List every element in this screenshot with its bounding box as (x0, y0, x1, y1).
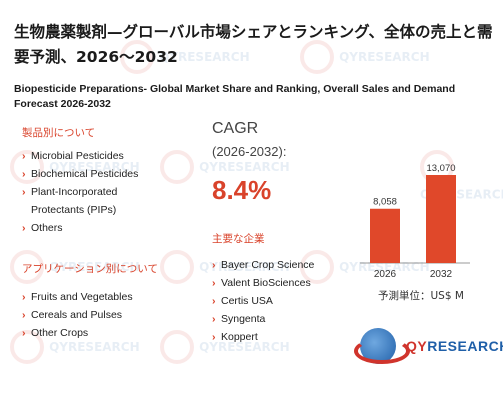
category-label-2026: 2026 (374, 269, 397, 280)
companies-list: Bayer Crop Science Valent BioSciences Ce… (212, 256, 314, 346)
chart-svg: 8,058 2026 13,070 2032 (360, 163, 470, 280)
page-title-en: Biopesticide Preparations- Global Market… (14, 83, 456, 110)
list-item: Microbial Pesticides (22, 147, 138, 165)
list-item: Cereals and Pulses (22, 306, 133, 324)
list-item: Fruits and Vegetables (22, 288, 133, 306)
companies-section-heading: 主要な企業 (212, 233, 265, 245)
list-item: Biochemical Pesticides (22, 165, 138, 183)
unit-label: 予測単位：US$ M (378, 290, 464, 302)
list-item: Plant-Incorporated (22, 183, 138, 201)
cagr-label: CAGR (212, 120, 259, 137)
logo-text: QYRESEARCH (406, 338, 503, 354)
data-label-2032: 13,070 (426, 163, 455, 174)
cagr-value: 8.4% (212, 175, 272, 205)
bar-2026 (370, 208, 400, 263)
list-item: Koppert (212, 328, 314, 346)
application-list: Fruits and Vegetables Cereals and Pulses… (22, 288, 133, 342)
list-item: Other Crops (22, 324, 133, 342)
list-item: Protectants (PIPs) (31, 204, 117, 216)
list-item: Certis USA (212, 292, 314, 310)
watermark: QYRESEARCH (10, 250, 140, 284)
bar-chart: 8,058 2026 13,070 2032 (360, 155, 500, 285)
bar-2032 (426, 175, 456, 263)
data-label-2026: 8,058 (373, 197, 397, 208)
list-item: Bayer Crop Science (212, 256, 314, 274)
list-item: Valent BioSciences (212, 274, 314, 292)
watermark: QYRESEARCH (160, 150, 290, 184)
product-list: Microbial Pesticides Biochemical Pestici… (22, 147, 138, 237)
application-section-heading: アプリケーション別について (22, 263, 158, 275)
watermark: QYRESEARCH (300, 40, 430, 74)
watermark: QYRESEARCH (120, 40, 250, 74)
product-section-heading: 製品別について (22, 127, 96, 139)
ring-icon (354, 338, 410, 364)
page-title-jp: 生物農薬製剤—グローバル市場シェアとランキング、全体の売上と需要予測、2026～… (14, 23, 493, 66)
cagr-period: (2026-2032): (212, 144, 287, 159)
qyresearch-logo: QYRESEARCH (348, 328, 503, 368)
list-item: Syngenta (212, 310, 314, 328)
list-item: Others (22, 219, 138, 237)
category-label-2032: 2032 (430, 269, 453, 280)
